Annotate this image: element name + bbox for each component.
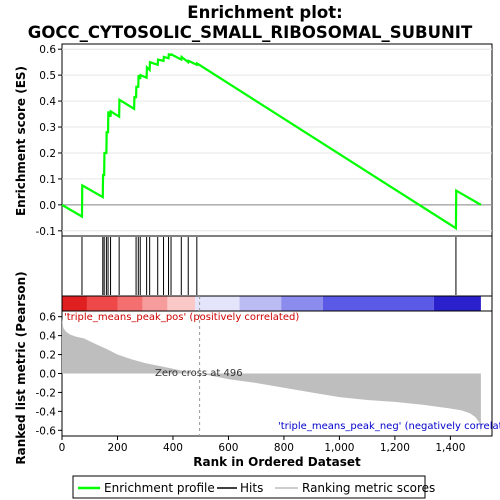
es-panel-frame (61, 43, 493, 237)
metric-y-tick-label: 0.4 (39, 331, 56, 343)
metric-panel: -0.6 -0.4 -0.2 0.0 0.2 0.4 0.6 'triple_means_p… (14, 271, 500, 464)
legend: Enrichment profile Hits Ranking metric s… (72, 475, 435, 499)
es-y-tick-label: 0.1 (39, 174, 56, 186)
x-tick-label: 1,200 (380, 442, 410, 454)
es-y-axis-title: Enrichment score (ES) (14, 66, 28, 216)
es-y-tick-label: 0.6 (39, 44, 56, 56)
legend-frame (72, 475, 426, 499)
heatbar-segment (167, 296, 196, 311)
chart-title-line2: GOCC_CYTOSOLIC_SMALL_RIBOSOMAL_SUBUNIT (28, 23, 473, 42)
hit-lines (81, 237, 457, 295)
legend-label-ranking-metric: Ranking metric scores (302, 481, 435, 495)
hits-panel (61, 235, 493, 297)
metric-y-tick-label: 0.2 (39, 350, 56, 362)
es-y-tick-label: -0.1 (36, 226, 57, 238)
es-panel: -0.1 0.0 0.1 0.2 0.3 0.4 0.5 0.6 Enrichment sco… (14, 43, 493, 238)
es-y-ticks: -0.1 0.0 0.1 0.2 0.3 0.4 0.5 0.6 (36, 44, 62, 238)
es-y-tick-label: 0.4 (39, 96, 56, 108)
x-tick-label: 0 (59, 442, 66, 454)
pos-correlated-label: 'triple_means_peak_pos' (positively corr… (64, 312, 299, 323)
metric-y-tick-label: -0.6 (36, 425, 57, 437)
heatbar-segment (195, 296, 240, 311)
enrichment-profile-line (61, 52, 482, 231)
heatbar-segment (281, 296, 323, 311)
heatbar-segment (86, 296, 118, 311)
x-tick-label: 800 (274, 442, 294, 454)
metric-y-ticks: -0.6 -0.4 -0.2 0.0 0.2 0.4 0.6 (36, 312, 62, 437)
legend-label-enrichment-profile: Enrichment profile (104, 481, 215, 495)
es-y-tick-label: 0.3 (39, 122, 56, 134)
ranking-metric-area (62, 318, 481, 433)
heatbar-segment (239, 296, 282, 311)
neg-correlated-label: 'triple_means_peak_neg' (negatively corr… (278, 421, 500, 432)
heatbar-segment (117, 296, 143, 311)
metric-y-tick-label: -0.4 (36, 406, 57, 418)
zero-cross-label: Zero cross at 496 (155, 368, 243, 379)
x-tick-label: 600 (218, 442, 238, 454)
x-tick-label: 200 (107, 442, 127, 454)
metric-y-tick-label: 0.0 (39, 369, 56, 381)
heatbar-segment (322, 296, 434, 311)
legend-label-hits: Hits (240, 481, 263, 495)
x-tick-label: 1,000 (324, 442, 354, 454)
es-y-tick-label: 0.0 (39, 200, 56, 212)
heatbar-segment (142, 296, 168, 311)
es-y-tick-label: 0.2 (39, 148, 56, 160)
heatbar-segment (62, 296, 87, 311)
x-axis-ticks: 0 200 400 600 800 1,000 1,200 1,400 (59, 436, 465, 454)
metric-y-tick-label: 0.6 (39, 312, 56, 324)
chart-title-line1: Enrichment plot: (187, 3, 342, 22)
x-tick-label: 400 (163, 442, 183, 454)
metric-y-tick-label: -0.2 (36, 387, 57, 399)
metric-y-axis-title: Ranked list metric (Pearson) (14, 271, 28, 464)
hits-panel-frame (61, 235, 493, 297)
x-tick-label: 1,400 (435, 442, 465, 454)
ranking-heatbar (62, 296, 481, 311)
x-axis-title: Rank in Ordered Dataset (193, 455, 361, 469)
es-y-tick-label: 0.5 (39, 70, 56, 82)
heatbar-segment (433, 296, 481, 311)
